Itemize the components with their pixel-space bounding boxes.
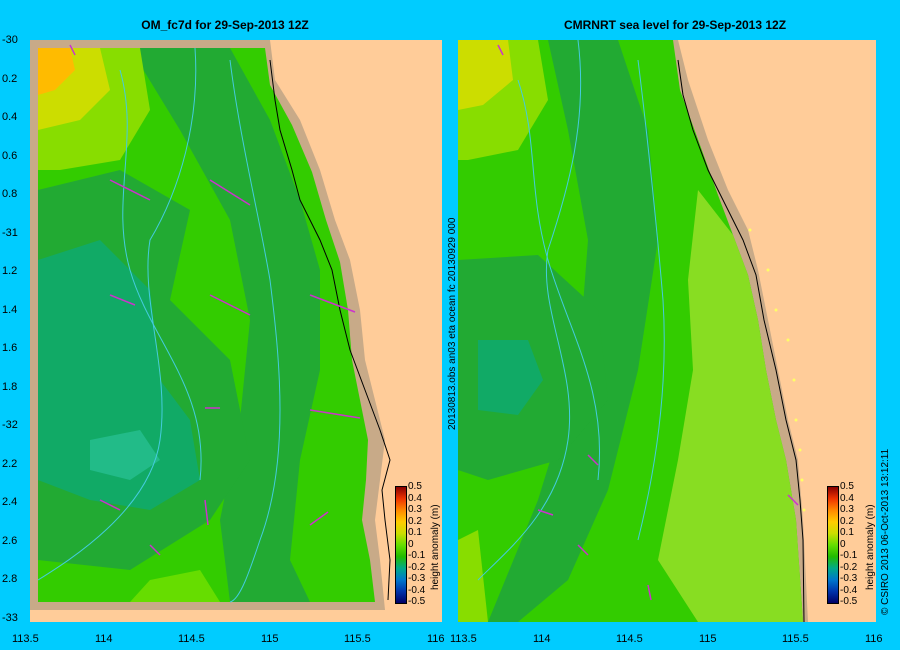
x-tick-label: 115 [261, 633, 279, 645]
x-tick-label: 115.5 [344, 633, 371, 645]
colorbar-label-right: height anomaly (m) [865, 504, 876, 590]
colorbar-tick: 0.4 [408, 492, 422, 504]
colorbar-right [827, 486, 839, 604]
x-tick-label: 115.5 [782, 633, 809, 645]
current-arrow [309, 511, 329, 526]
y-tick-label: 0.4 [2, 111, 18, 123]
y-tick-label: 1.6 [2, 342, 18, 354]
x-tick-label: 116 [865, 633, 883, 645]
right-panel-title: CMRNRT sea level for 29-Sep-2013 12Z [563, 18, 787, 32]
left-map [30, 40, 442, 622]
y-tick-label: 2.8 [2, 573, 18, 585]
current-arrow [99, 499, 121, 511]
y-tick-label: 1.4 [2, 303, 18, 316]
colorbar-label-left: height anomaly (m) [430, 504, 441, 590]
colorbar-tick: -0.5 [840, 596, 858, 607]
y-tick-label: 0.8 [2, 188, 18, 200]
x-tick-label: 114 [533, 633, 551, 645]
current-arrow [204, 499, 209, 526]
y-tick-label: -30 [2, 34, 18, 46]
colorbar-tick: 0.3 [408, 504, 422, 515]
y-tick-label: -32 [2, 419, 18, 431]
current-arrow [647, 584, 652, 601]
current-arrow [787, 494, 799, 506]
current-arrow [109, 294, 136, 306]
current-arrow [497, 44, 504, 56]
y-tick-label: 0.6 [2, 149, 18, 162]
y-tick-label: 0.2 [2, 72, 18, 85]
current-arrow [69, 44, 76, 56]
colorbar-tick: 0.1 [408, 527, 422, 538]
colorbar-tick: 0 [840, 538, 846, 550]
right-map [458, 39, 876, 623]
current-arrow [537, 509, 554, 516]
colorbar-tick: 0.1 [840, 527, 854, 538]
bathymetry-contour [119, 69, 202, 481]
current-arrow [209, 179, 251, 206]
current-arrow [309, 409, 361, 419]
x-tick-label: 116 [427, 633, 445, 645]
x-tick-label: 113.5 [450, 633, 477, 645]
x-tick-label: 114.5 [178, 633, 205, 645]
colorbar-tick: 0.3 [840, 504, 854, 515]
colorbar-tick: 0.2 [408, 515, 422, 527]
colorbar-tick: 0.2 [840, 515, 854, 527]
colorbar-tick: -0.3 [408, 573, 426, 584]
left-panel-title: OM_fc7d for 29-Sep-2013 12Z [141, 18, 309, 32]
colorbar-tick: -0.1 [408, 550, 426, 561]
bathymetry-contour [637, 59, 665, 541]
x-tick-label: 114.5 [616, 633, 643, 645]
left-map-panel [30, 40, 442, 622]
ocean-lowest [90, 430, 160, 480]
coastline [677, 59, 805, 623]
current-arrow [309, 294, 356, 313]
x-tick-label: 115 [699, 633, 717, 645]
coastline [269, 59, 391, 601]
y-tick-label: 2.4 [2, 496, 18, 508]
colorbar-tick: 0.5 [408, 481, 422, 492]
colorbar-tick: 0.5 [840, 481, 854, 492]
colorbar-tick: -0.2 [840, 561, 858, 573]
ocean-band-dark [488, 40, 658, 622]
colorbar-tick: 0.4 [840, 492, 854, 504]
y-tick-label: -31 [2, 226, 18, 239]
x-tick-label: 114 [95, 633, 113, 645]
bathymetry-contour [517, 79, 601, 481]
current-arrow [109, 179, 151, 201]
ocean-high [130, 570, 220, 602]
current-arrows [497, 44, 799, 601]
ocean-high [658, 190, 803, 622]
y-tick-label: 1.8 [2, 380, 18, 393]
colorbar-tick: -0.3 [840, 573, 858, 584]
credit-label: © CSIRO 2013 06-Oct-2013 13:12:11 [880, 448, 891, 615]
y-tick-label: 2.6 [2, 534, 18, 547]
colorbar-tick: -0.1 [840, 550, 858, 561]
current-arrow [577, 544, 589, 556]
bathymetry-contour [477, 39, 582, 581]
y-tick-label: 2.2 [2, 457, 18, 470]
colorbar-tick: -0.5 [408, 596, 426, 607]
current-arrow [209, 294, 251, 316]
current-arrows [69, 44, 361, 556]
colorbar-left [395, 486, 407, 604]
current-arrow [149, 544, 161, 556]
run-info-label: 20130813.obs an03 eta ocean fc 20130929 … [447, 217, 458, 430]
ocean-high [458, 530, 488, 622]
bathymetry-contour [37, 47, 197, 581]
colorbar-tick: -0.4 [408, 584, 426, 596]
right-map-panel [458, 39, 876, 623]
ocean-low [478, 340, 543, 415]
colorbar-tick: -0.4 [840, 584, 858, 596]
colorbar-tick: 0 [408, 538, 414, 550]
x-tick-label: 113.5 [12, 633, 39, 645]
observation-points [748, 228, 806, 512]
current-arrow [587, 454, 599, 466]
bathymetry-contour [229, 59, 281, 603]
ocean-highest [38, 48, 75, 95]
ocean-band-dark [130, 48, 320, 602]
y-tick-label: -33 [2, 611, 18, 624]
ocean-higher [458, 40, 513, 110]
y-tick-label: 1.2 [2, 265, 18, 277]
colorbar-tick: -0.2 [408, 561, 426, 573]
